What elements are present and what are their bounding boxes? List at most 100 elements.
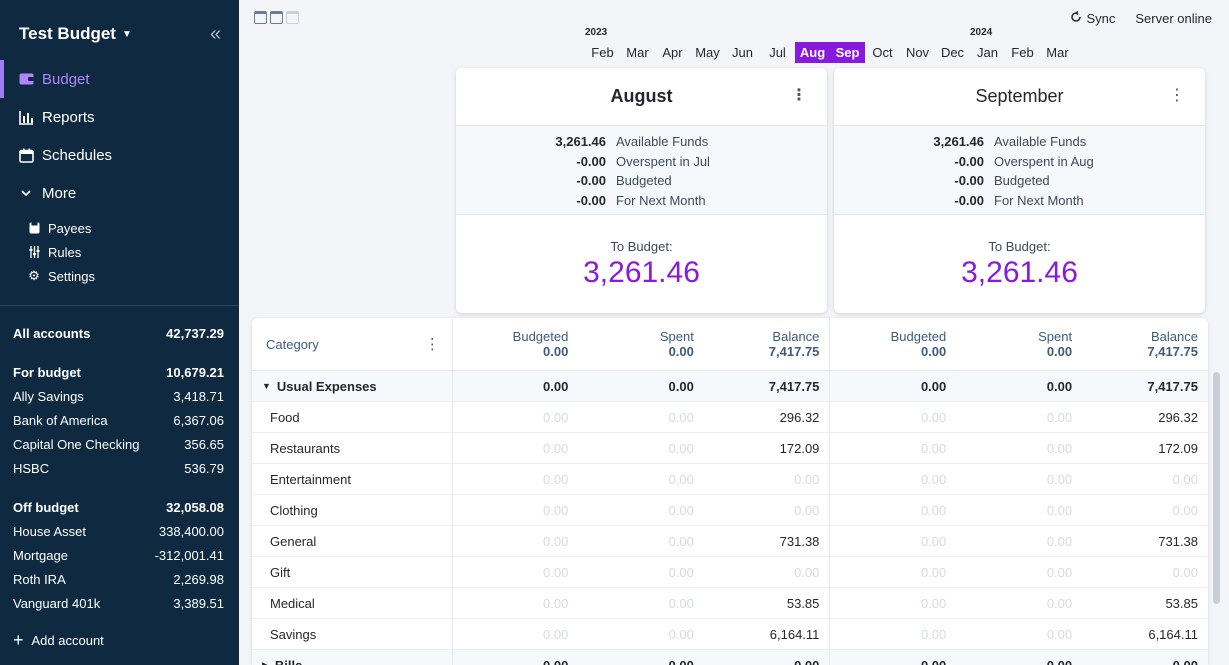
category-row: Restaurants 0.00 0.00 172.09 0.00 0.00 172.09 — [252, 433, 1208, 464]
calendar-three-icon[interactable] — [286, 11, 299, 24]
month-cells: 0.00 0.00 53.85 — [830, 588, 1208, 618]
budgeted-cell[interactable]: 0.00 — [543, 626, 569, 642]
nav-item-more[interactable]: More — [0, 174, 239, 212]
budget-switcher[interactable]: Test Budget ▼ — [19, 24, 132, 44]
kebab-menu-icon[interactable]: ⋮ — [791, 87, 807, 104]
budgeted-cell[interactable]: 0.00 — [920, 471, 947, 487]
balance-cell: 0.00 — [794, 502, 820, 518]
year-label-2024: 2024 — [970, 27, 993, 38]
category-name-cell[interactable]: Gift — [252, 557, 453, 587]
caret-down-icon[interactable]: ▼ — [262, 381, 271, 391]
account-name: Ally Savings — [13, 389, 84, 404]
sync-button[interactable]: Sync — [1070, 10, 1115, 26]
budgeted-cell[interactable]: 0.00 — [920, 626, 947, 642]
nav-item-payees[interactable]: Payees — [0, 216, 239, 240]
category-name-cell[interactable]: Medical — [252, 588, 453, 618]
month-aug-2023[interactable]: Aug — [795, 42, 830, 63]
month-oct-2023[interactable]: Oct — [872, 45, 893, 60]
category-header: Category ⋮ — [252, 318, 453, 370]
group-name-cell[interactable]: ▼ Usual Expenses — [252, 371, 453, 401]
month-mar-2024[interactable]: Mar — [1046, 45, 1069, 60]
budgeted-cell[interactable]: 0.00 — [543, 409, 569, 425]
balance-cell: 731.38 — [779, 533, 820, 549]
budgeted-cell[interactable]: 0.00 — [920, 502, 947, 518]
month-may-2023[interactable]: May — [695, 45, 720, 60]
spent-cell: 0.00 — [1046, 378, 1073, 394]
month-sep-2023[interactable]: Sep — [830, 42, 865, 63]
category-name: Usual Expenses — [276, 378, 377, 394]
account-house-asset[interactable]: House Asset 338,400.00 — [13, 524, 224, 539]
summary-value: 3,261.46 — [555, 134, 606, 150]
wallet-icon — [18, 73, 34, 85]
account-hsbc[interactable]: HSBC 536.79 — [13, 461, 224, 476]
budgeted-cell[interactable]: 0.00 — [920, 533, 947, 549]
month-nov-2023[interactable]: Nov — [905, 45, 930, 60]
budgeted-cell[interactable]: 0.00 — [543, 657, 569, 665]
account-balance: -312,001.41 — [154, 548, 224, 563]
budgeted-cell[interactable]: 0.00 — [543, 440, 569, 456]
budgeted-cell[interactable]: 0.00 — [920, 409, 947, 425]
nav-item-reports[interactable]: Reports — [0, 98, 239, 136]
spent-cell: 0.00 — [1046, 502, 1073, 518]
account-name: Bank of America — [13, 413, 108, 428]
calendar-one-icon[interactable] — [254, 11, 267, 24]
kebab-menu-icon[interactable]: ⋮ — [424, 336, 440, 353]
account-mortgage[interactable]: Mortgage -312,001.41 — [13, 548, 224, 563]
month-feb-2024[interactable]: Feb — [1011, 45, 1034, 60]
table-scrollbar[interactable] — [1213, 372, 1220, 604]
budgeted-cell[interactable]: 0.00 — [543, 595, 569, 611]
account-all[interactable]: All accounts 42,737.29 — [13, 326, 224, 341]
category-name-cell[interactable]: Clothing — [252, 495, 453, 525]
budgeted-cell[interactable]: 0.00 — [543, 564, 569, 580]
month-mar-2023[interactable]: Mar — [626, 45, 649, 60]
account-bank-of-america[interactable]: Bank of America 6,367.06 — [13, 413, 224, 428]
account-capital-one-checking[interactable]: Capital One Checking 356.65 — [13, 437, 224, 452]
to-budget-amount[interactable]: 3,261.46 — [961, 256, 1078, 289]
group-name-cell[interactable]: ▶ Bills — [252, 650, 453, 665]
kebab-menu-icon[interactable]: ⋮ — [1169, 87, 1185, 104]
month-cells: 0.00 0.00 172.09 — [830, 433, 1208, 463]
account-group-off-budget[interactable]: Off budget 32,058.08 — [13, 500, 224, 515]
category-name-cell[interactable]: Entertainment — [252, 464, 453, 494]
collapse-sidebar-icon[interactable]: « — [210, 23, 222, 45]
summary-value: -0.00 — [576, 173, 606, 189]
nav-item-rules[interactable]: Rules — [0, 240, 239, 264]
to-budget-amount[interactable]: 3,261.46 — [583, 256, 700, 289]
nav-item-settings[interactable]: ⚙ Settings — [0, 264, 239, 288]
budgeted-cell[interactable]: 0.00 — [920, 657, 947, 665]
budgeted-cell[interactable]: 0.00 — [920, 378, 947, 394]
category-name-cell[interactable]: Savings — [252, 619, 453, 649]
category-name-cell[interactable]: General — [252, 526, 453, 556]
month-apr-2023[interactable]: Apr — [662, 45, 683, 60]
spent-cell: 0.00 — [668, 378, 694, 394]
nav-item-schedules[interactable]: Schedules — [0, 136, 239, 174]
category-name-cell[interactable]: Food — [252, 402, 453, 432]
add-account-button[interactable]: + Add account — [13, 631, 104, 649]
month-count-selector — [254, 11, 299, 24]
account-vanguard-401k[interactable]: Vanguard 401k 3,389.51 — [13, 596, 224, 611]
month-jan-2024[interactable]: Jan — [977, 45, 998, 60]
category-row: General 0.00 0.00 731.38 0.00 0.00 731.38 — [252, 526, 1208, 557]
budgeted-cell[interactable]: 0.00 — [920, 564, 947, 580]
month-jul-2023[interactable]: Jul — [769, 45, 786, 60]
month-jun-2023[interactable]: Jun — [732, 45, 753, 60]
account-roth-ira[interactable]: Roth IRA 2,269.98 — [13, 572, 224, 587]
spent-cell: 0.00 — [1046, 626, 1073, 642]
budgeted-cell[interactable]: 0.00 — [543, 502, 569, 518]
month-dec-2023[interactable]: Dec — [940, 45, 965, 60]
nav-item-budget[interactable]: Budget — [0, 60, 239, 98]
category-name-cell[interactable]: Restaurants — [252, 433, 453, 463]
server-status[interactable]: Server online — [1135, 11, 1212, 26]
account-group-for-budget[interactable]: For budget 10,679.21 — [13, 365, 224, 380]
add-account-label: Add account — [31, 632, 104, 648]
summary-for-next-month: -0.00 For Next Month — [834, 191, 1205, 211]
budgeted-cell[interactable]: 0.00 — [543, 471, 569, 487]
budgeted-cell[interactable]: 0.00 — [920, 595, 947, 611]
budgeted-cell[interactable]: 0.00 — [543, 378, 569, 394]
budgeted-cell[interactable]: 0.00 — [920, 440, 947, 456]
calendar-two-icon[interactable] — [270, 11, 283, 24]
account-ally-savings[interactable]: Ally Savings 3,418.71 — [13, 389, 224, 404]
budgeted-cell[interactable]: 0.00 — [543, 533, 569, 549]
caret-right-icon[interactable]: ▶ — [262, 659, 269, 665]
month-feb-2023[interactable]: Feb — [591, 45, 614, 60]
